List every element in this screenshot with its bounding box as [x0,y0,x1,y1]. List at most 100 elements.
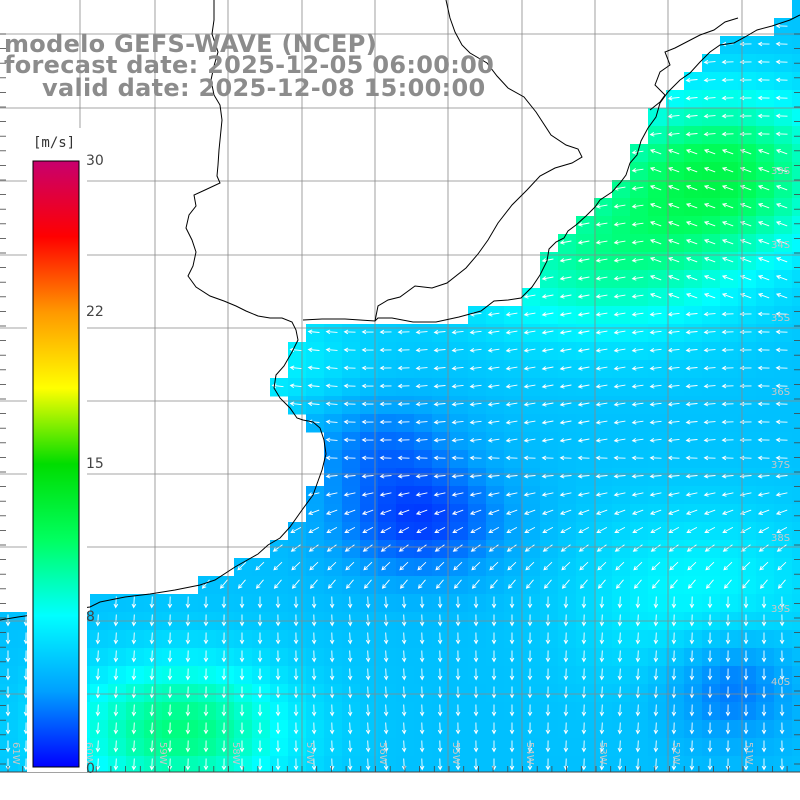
wind-speed-cell [126,720,145,739]
wind-speed-cell [126,738,145,757]
wind-speed-cell [306,396,325,415]
wind-arrow [689,632,695,645]
wind-speed-cell [216,630,235,649]
wind-speed-cell [648,180,667,199]
wind-arrow [651,561,661,571]
wind-speed-cell [306,738,325,757]
wind-speed-cell [162,738,181,757]
wind-arrow [149,632,155,645]
wind-speed-cell [306,342,325,361]
wind-speed-cell [774,450,793,469]
wind-speed-cell [774,126,793,145]
wind-speed-cell [666,414,685,433]
wind-arrow [721,401,734,407]
wind-speed-cell [468,342,487,361]
wind-speed-cell [396,594,415,613]
wind-speed-cell [720,378,739,397]
wind-speed-cell [756,108,775,127]
wind-arrow [743,704,749,717]
wind-arrow [221,650,227,663]
wind-speed-cell [288,594,307,613]
wind-speed-cell [558,702,577,721]
wind-speed-cell [648,720,667,739]
wind-arrow [689,704,695,717]
wind-speed-cell [270,576,289,595]
colorbar-unit: [m/s] [33,135,75,151]
wind-speed-cell [702,594,721,613]
wind-speed-cell [702,540,721,559]
wind-arrow [563,758,569,771]
wind-arrow [631,312,644,317]
wind-arrow [685,473,698,479]
wind-speed-cell [720,522,739,541]
wind-arrow [329,722,335,735]
wind-arrow [167,650,173,663]
wind-arrow [779,596,785,609]
wind-speed-cell [306,378,325,397]
wind-speed-cell [396,756,415,772]
wind-speed-cell [450,468,469,487]
wind-speed-cell [684,396,703,415]
wind-speed-cell [774,720,793,739]
wind-speed-cell [414,432,433,451]
wind-arrow [779,758,785,771]
wind-arrow [685,437,698,443]
wind-speed-cell [594,630,613,649]
wind-arrow [487,384,500,389]
wind-speed-cell [756,198,775,217]
wind-speed-cell [342,360,361,379]
wind-arrow [635,632,641,645]
wind-speed-cell [756,378,775,397]
wind-arrow [669,561,679,571]
wind-speed-cell [216,720,235,739]
wind-speed-cell [630,180,649,199]
wind-speed-cell [396,468,415,487]
wind-arrow [761,632,767,645]
wind-arrow [667,275,680,281]
wind-arrow [415,509,428,515]
wind-arrow [577,402,590,407]
wind-speed-cell [702,684,721,703]
wind-speed-cell [684,306,703,325]
wind-arrow [563,668,569,681]
wind-speed-cell [594,594,613,613]
wind-speed-cell [180,738,199,757]
wind-arrow [685,149,698,155]
wind-speed-cell [126,630,145,649]
wind-speed-cell [396,540,415,559]
wind-speed-cell [378,486,397,505]
lat-lon-grid [0,0,800,773]
wind-speed-cell [396,738,415,757]
wind-speed-cell [396,378,415,397]
wind-arrow [329,686,335,699]
wind-arrow [631,455,644,461]
wind-arrow [703,329,716,335]
wind-speed-cell [270,756,289,772]
wind-arrow [635,722,641,735]
wind-arrow [383,632,389,645]
wind-speed-cell [648,738,667,757]
wind-arrow [541,455,554,461]
wind-speed-cell [684,360,703,379]
wind-speed-cell [522,324,541,343]
wind-arrow [505,473,518,479]
wind-arrow [167,632,173,645]
wind-arrow [383,596,389,609]
wind-speed-cell [702,630,721,649]
wind-arrow [343,383,356,389]
latitude-label: 40S [771,677,790,688]
wind-speed-cell [702,486,721,505]
wind-speed-cell [108,648,127,667]
wind-speed-cell [414,666,433,685]
wind-speed-cell [288,396,307,415]
wind-arrow [203,668,209,681]
wind-speed-cell [360,468,379,487]
wind-arrow [95,668,101,681]
wind-speed-cell [360,630,379,649]
wind-arrow [455,668,461,681]
wind-speed-cell [504,738,523,757]
wind-speed-cell [738,684,757,703]
wind-speed-cell [666,108,685,127]
wind-arrow [525,579,534,589]
wind-speed-cell [504,594,523,613]
